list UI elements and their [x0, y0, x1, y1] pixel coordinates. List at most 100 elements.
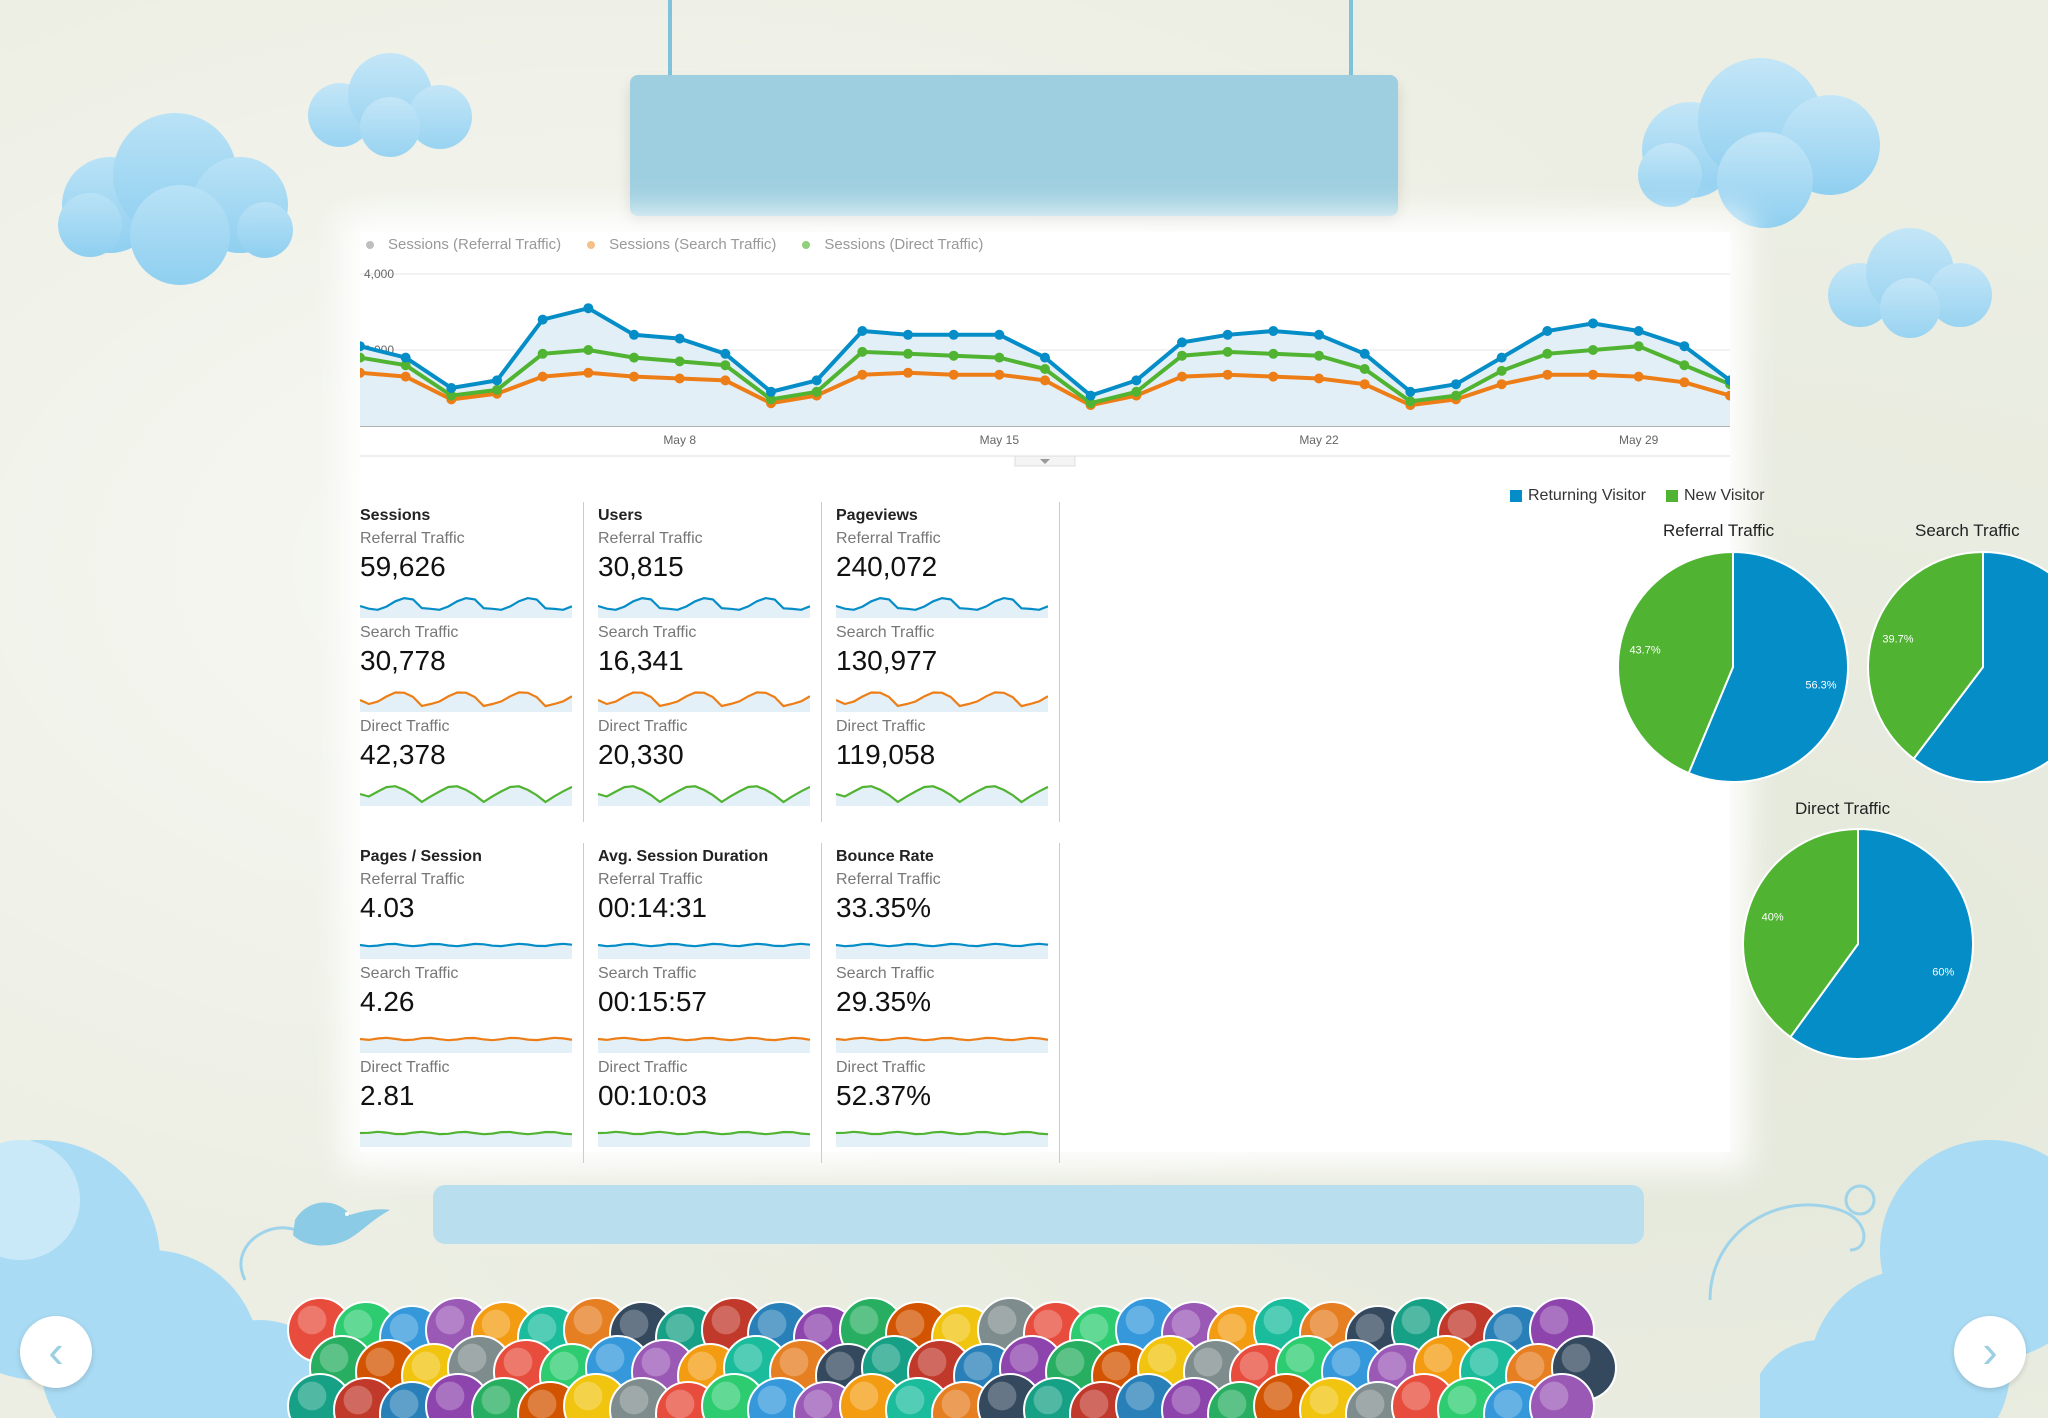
social-icon-gloss — [1469, 1347, 1499, 1377]
data-point — [1496, 365, 1507, 376]
data-point — [1542, 326, 1553, 336]
sparkline — [360, 691, 572, 712]
cloud-right-small — [1828, 228, 1992, 338]
social-icon-gloss — [987, 1381, 1017, 1411]
social-icon-gloss — [963, 1351, 993, 1381]
metric-row-referral: Referral Traffic 30,815 — [598, 530, 822, 624]
social-icon-gloss — [895, 1309, 925, 1339]
sparkline — [360, 942, 572, 959]
banner-string-left — [668, 0, 672, 78]
social-icon-gloss — [1423, 1343, 1453, 1373]
social-icon-gloss — [917, 1347, 947, 1377]
pie-title-direct: Direct Traffic — [1795, 799, 1891, 818]
data-point — [1588, 318, 1598, 329]
pie-slice-new — [1617, 550, 1734, 775]
sparkline-area — [836, 1037, 1048, 1053]
data-point — [400, 371, 411, 382]
sparkline-line — [360, 1130, 572, 1136]
metric-row-referral: Referral Traffic 240,072 — [836, 530, 1060, 624]
data-point — [1405, 386, 1416, 397]
data-point — [1451, 379, 1461, 390]
visitor-pie-charts: Returning Visitor New Visitor Referral T… — [1220, 487, 2048, 1107]
data-point — [857, 369, 868, 380]
data-point — [1222, 329, 1233, 340]
social-icon-gloss — [619, 1385, 649, 1415]
data-point — [400, 352, 411, 363]
social-icon-gloss — [527, 1313, 557, 1343]
social-icon-gloss — [481, 1309, 511, 1339]
sparkline — [836, 1130, 1048, 1147]
data-point — [674, 356, 685, 367]
sparkline-line — [836, 1036, 1048, 1042]
column-divider — [1059, 502, 1060, 822]
data-point — [948, 329, 959, 340]
x-tick-label: May 29 — [1619, 433, 1659, 447]
social-icon-gloss — [641, 1347, 671, 1377]
social-icon-gloss — [1263, 1381, 1293, 1411]
data-point — [1314, 350, 1324, 361]
sparkline-area — [598, 1131, 810, 1147]
data-point — [674, 373, 685, 384]
sparkline — [836, 1036, 1048, 1053]
pie-slice-returning — [1789, 827, 1974, 1060]
data-point — [1679, 341, 1690, 352]
data-point — [994, 352, 1005, 363]
data-point — [583, 367, 594, 378]
data-point — [1222, 369, 1233, 380]
social-icon-gloss — [757, 1309, 787, 1339]
social-icon-gloss — [871, 1343, 901, 1373]
data-point — [1633, 326, 1644, 336]
sparkline — [598, 942, 810, 959]
metric-row-search: Search Traffic 29.35% — [836, 965, 1060, 1059]
data-point — [1725, 390, 1730, 401]
social-icon-gloss — [595, 1343, 625, 1373]
pie-label-returning: 60% — [1932, 967, 1954, 979]
metric-value: 4.03 — [360, 892, 415, 923]
data-point — [1725, 375, 1730, 386]
sparkline-line — [360, 1036, 572, 1042]
social-icon-gloss — [711, 1381, 741, 1411]
social-icon-gloss — [1079, 1313, 1109, 1343]
social-icon-gloss — [1079, 1389, 1109, 1418]
sparkline-line — [598, 691, 810, 708]
social-icon-gloss — [1239, 1351, 1269, 1381]
social-icon-gloss — [1193, 1347, 1223, 1377]
cloud-right-large — [1638, 58, 1880, 228]
twitter-bird-icon — [239, 1202, 390, 1281]
social-icon-gloss — [1309, 1309, 1339, 1339]
data-point — [1588, 369, 1598, 380]
social-icon-gloss — [1447, 1385, 1477, 1415]
social-icon-gloss — [1285, 1343, 1315, 1373]
social-icon-gloss — [1217, 1389, 1247, 1418]
sparkline-area — [360, 598, 572, 618]
data-point — [1222, 346, 1233, 357]
social-icon-gloss — [365, 1347, 395, 1377]
sparkline — [598, 785, 810, 806]
data-point — [629, 329, 639, 340]
metric-value: 30,778 — [360, 645, 446, 676]
data-point — [720, 348, 731, 359]
metric-sub-label: Referral Traffic — [360, 530, 465, 547]
metric-row-search: Search Traffic 00:15:57 — [598, 965, 822, 1059]
next-slide-button[interactable]: › — [1954, 1316, 2026, 1388]
social-icon-gloss — [1331, 1347, 1361, 1377]
sparkline — [360, 785, 572, 806]
data-point — [994, 329, 1005, 340]
social-icon-gloss — [1033, 1309, 1063, 1339]
data-point — [1040, 364, 1050, 374]
data-point — [903, 329, 913, 340]
data-point — [1085, 390, 1096, 401]
data-point — [537, 371, 548, 382]
prev-slide-button[interactable]: ‹ — [20, 1316, 92, 1388]
social-icon-gloss — [549, 1351, 579, 1381]
social-icon-gloss — [757, 1385, 787, 1415]
social-icon-gloss — [825, 1351, 855, 1381]
metric-value: 240,072 — [836, 551, 938, 582]
social-icon-gloss — [297, 1305, 327, 1335]
social-icon-gloss — [1447, 1309, 1477, 1339]
metric-sub-label: Direct Traffic — [836, 718, 926, 735]
social-icon-gloss — [1401, 1381, 1431, 1411]
metric-sub-label: Search Traffic — [836, 965, 935, 982]
metric-sub-label: Search Traffic — [360, 965, 459, 982]
